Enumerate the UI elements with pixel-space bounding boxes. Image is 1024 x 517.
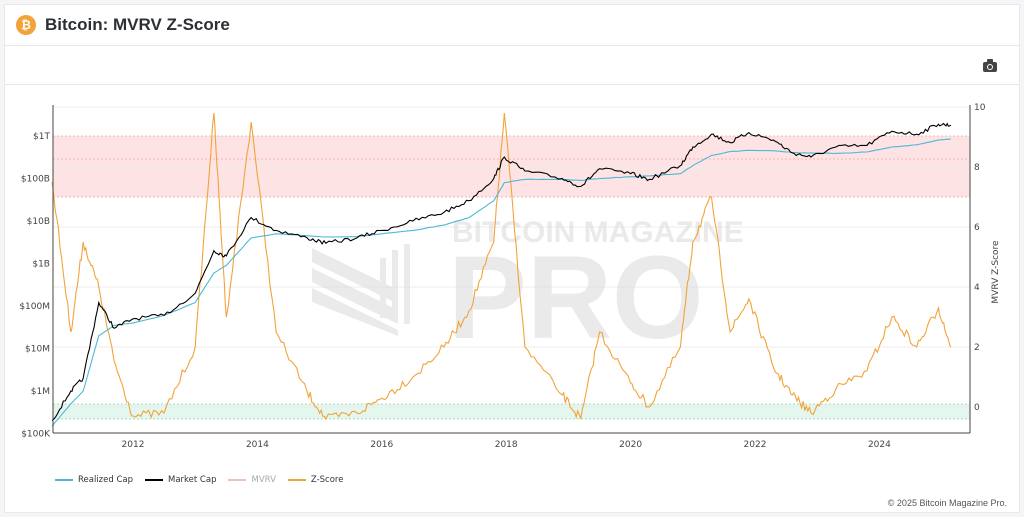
svg-text:2012: 2012 [122,440,145,450]
left-axis-ticks: $100K $1M $10M $100M $1B $10B $100B $1T [19,132,51,440]
svg-text:$1M: $1M [31,387,50,397]
svg-text:BITCOIN MAGAZINE: BITCOIN MAGAZINE [452,216,744,249]
svg-text:2016: 2016 [370,440,393,450]
realized-cap-line [51,138,951,427]
bitcoin-icon: ₿ [16,15,36,35]
svg-text:2020: 2020 [619,440,642,450]
svg-text:2: 2 [974,343,980,353]
chart-card: ₿ Bitcoin: MVRV Z-Score [4,4,1020,513]
svg-text:10: 10 [974,103,986,113]
legend-mvrv[interactable]: MVRV [228,475,276,485]
market-cap-line [51,122,952,422]
chart-toolbar [5,46,1019,85]
legend-market-cap[interactable]: Market Cap [145,475,216,485]
svg-text:$100M: $100M [19,302,50,312]
svg-text:0: 0 [974,403,980,413]
svg-text:$10M: $10M [25,345,50,355]
legend-zscore[interactable]: Z-Score [287,475,343,485]
band-borders [53,135,970,420]
svg-text:4: 4 [974,283,980,293]
svg-text:$100B: $100B [21,175,50,185]
copyright-footer: © 2025 Bitcoin Magazine Pro. [887,498,1007,508]
svg-text:6: 6 [974,223,980,233]
x-axis-ticks: 2012 2014 2016 2018 2020 2022 2024 [122,440,892,450]
svg-text:2022: 2022 [744,440,767,450]
svg-text:2014: 2014 [246,440,269,450]
svg-text:8: 8 [974,163,980,173]
camera-icon[interactable] [983,59,997,72]
svg-text:$1B: $1B [32,260,50,270]
svg-text:PRO: PRO [448,232,704,364]
svg-text:2024: 2024 [868,440,891,450]
right-axis-ticks: 0 2 4 6 8 10 [974,103,986,413]
undervalued-band [53,404,970,419]
svg-text:2018: 2018 [495,440,518,450]
legend-realized-cap[interactable]: Realized Cap [55,475,133,485]
svg-text:$100K: $100K [21,430,51,440]
svg-text:$1T: $1T [33,132,50,142]
right-axis-label: MVRV Z-Score [991,240,1001,304]
chart-legend: Realized Cap Market Cap MVRV Z-Score [55,475,355,485]
zscore-line [51,112,952,421]
chart-header: ₿ Bitcoin: MVRV Z-Score [5,5,1019,46]
page-title: Bitcoin: MVRV Z-Score [45,15,230,34]
watermark: BITCOIN MAGAZINE PRO [312,216,744,364]
svg-text:$10B: $10B [27,217,50,227]
grid-lines [53,106,970,408]
